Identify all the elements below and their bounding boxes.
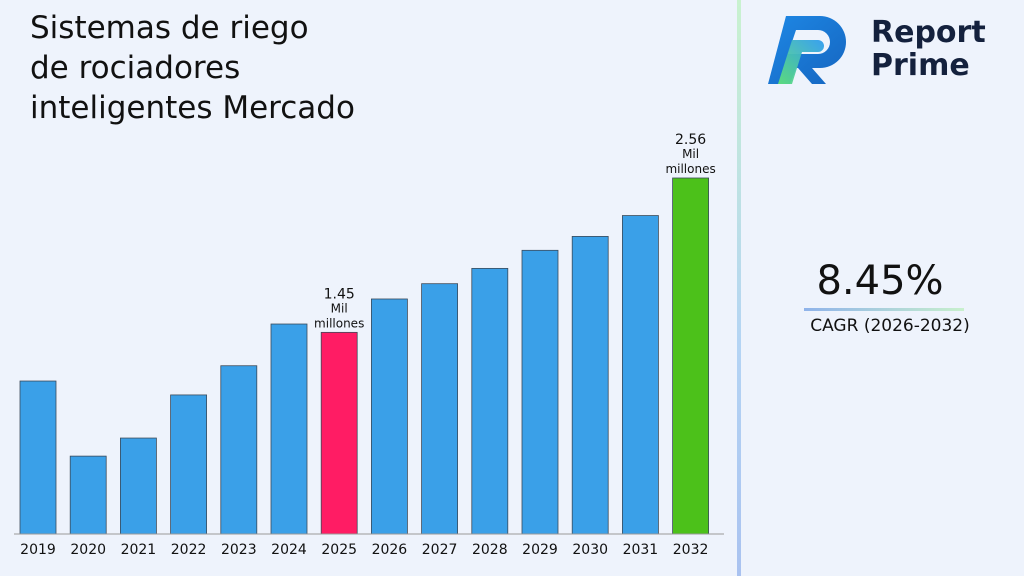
bars-group (19, 177, 709, 535)
x-tick-2027: 2027 (422, 542, 458, 558)
data-label-2032-value: 2.56 (675, 132, 706, 148)
bar-chart: 2019 2020 2021 2022 2023 2024 2025 2026 2027 2028… (14, 132, 724, 558)
brand-logo: Report Prime (768, 16, 1018, 88)
panel-divider (737, 0, 741, 576)
x-tick-2030: 2030 (572, 542, 608, 558)
data-label-2025-value: 1.45 (324, 286, 355, 302)
data-label-2032-unit_line2: millones (665, 162, 715, 176)
bar-2021 (120, 437, 157, 535)
brand-line-1: Report (871, 15, 986, 50)
x-tick-2026: 2026 (372, 542, 408, 558)
bar-2023 (220, 365, 258, 535)
bar-2029 (521, 249, 559, 535)
x-tick-2019: 2019 (20, 542, 56, 558)
x-tick-2032: 2032 (673, 542, 709, 558)
cagr-underline (804, 308, 964, 311)
cagr-label: CAGR (2026-2032) (810, 316, 970, 336)
data-label-2032-unit_line1: Mil (682, 147, 699, 161)
bar-2019 (19, 380, 57, 535)
x-tick-2031: 2031 (623, 542, 659, 558)
x-tick-2021: 2021 (121, 542, 157, 558)
bar-2020 (69, 455, 107, 535)
cagr-value: 8.45% (816, 258, 944, 304)
bar-2032 (672, 177, 709, 535)
x-tick-2020: 2020 (70, 542, 106, 558)
bar-2024 (270, 323, 308, 535)
data-label-2025-unit_line1: Mil (331, 301, 348, 315)
bar-2028 (471, 267, 509, 535)
report-prime-logo-icon (768, 16, 846, 84)
x-tick-2023: 2023 (221, 542, 257, 558)
x-tick-labels: 2019 2020 2021 2022 2023 2024 2025 2026 2027 2028… (20, 542, 708, 558)
x-tick-2029: 2029 (522, 542, 558, 558)
x-tick-2028: 2028 (472, 542, 508, 558)
brand-line-2: Prime (871, 48, 970, 83)
bar-2025 (320, 331, 358, 535)
bar-2026 (370, 298, 408, 535)
chart-title: Sistemas de riego de rociadores intelige… (30, 10, 355, 126)
bar-2031 (622, 215, 659, 535)
data-label-2025-unit_line2: millones (314, 316, 364, 330)
brand-name: Report Prime (871, 16, 986, 82)
x-tick-2025: 2025 (321, 542, 357, 558)
bar-2022 (170, 394, 208, 535)
x-tick-2022: 2022 (171, 542, 207, 558)
bar-2030 (571, 236, 609, 535)
bar-2027 (421, 283, 459, 535)
x-tick-2024: 2024 (271, 542, 307, 558)
